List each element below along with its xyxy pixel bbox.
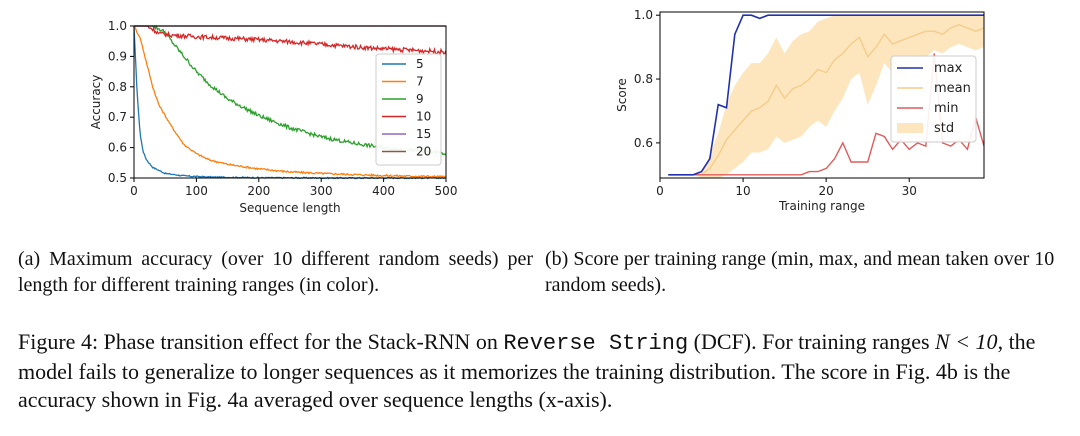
- y-tick-label-0.7: 0.7: [108, 110, 127, 124]
- figure-caption: Figure 4: Phase transition effect for th…: [18, 328, 1068, 414]
- x-tick-label-300: 300: [310, 184, 333, 198]
- x-tick-label-100: 100: [185, 184, 208, 198]
- a-plot-frame: [133, 25, 447, 179]
- x-axis-label: Sequence length: [239, 201, 340, 215]
- legend-label-max: max: [934, 61, 963, 76]
- b-plot-frame: [659, 11, 985, 179]
- legend-box: [890, 55, 977, 143]
- x-axis-label: Training range: [778, 199, 865, 213]
- accuracy-chart: 0 100 200 300 400 500 0.5 0.6 0.7 0.8 0.9 1.0 Sequen…: [89, 19, 458, 215]
- y-axis-label: Score: [615, 78, 629, 112]
- y-tick-label-0.6: 0.6: [634, 136, 653, 150]
- legend-label-20: 20: [416, 145, 431, 159]
- legend-label-15: 15: [416, 127, 431, 141]
- legend-label-7: 7: [416, 75, 424, 89]
- y-tick-label-0.8: 0.8: [634, 72, 653, 86]
- x-tick-label-0: 0: [656, 184, 664, 198]
- y-tick-label-1.0: 1.0: [634, 8, 653, 22]
- x-tick-label-30: 30: [902, 184, 917, 198]
- series-line-10: [134, 25, 447, 55]
- figure-caption-prefix: Figure 4: Phase transition effect for th…: [18, 329, 504, 354]
- figure-caption-mid: (DCF). For training ranges: [688, 329, 936, 354]
- legend-label-5: 5: [416, 57, 424, 71]
- x-tick-label-500: 500: [435, 184, 458, 198]
- y-tick-label-0.5: 0.5: [108, 171, 127, 185]
- y-tick-label-0.6: 0.6: [108, 141, 127, 155]
- y-tick-label-0.9: 0.9: [108, 49, 127, 63]
- legend-label-min: min: [934, 101, 959, 116]
- series-line-mean: [668, 24, 985, 176]
- series-line-max: [668, 14, 984, 176]
- figure-caption-math: N < 10: [935, 329, 998, 354]
- figure-caption-suffix: , the model fails to generalize to longe…: [18, 329, 1036, 412]
- y-axis-label: Accuracy: [89, 75, 103, 130]
- figure-caption-code: Reverse String: [503, 331, 689, 356]
- y-tick-label-1.0: 1.0: [108, 19, 127, 33]
- x-tick-label-0: 0: [130, 184, 138, 198]
- caption-a: (a) Maximum accuracy (over 10 different …: [18, 248, 533, 296]
- legend-label-9: 9: [416, 92, 424, 106]
- caption-b: (b) Score per training range (min, max, …: [545, 248, 1055, 296]
- x-tick-label-200: 200: [247, 184, 270, 198]
- legend-label-10: 10: [416, 110, 431, 124]
- x-tick-label-10: 10: [735, 184, 750, 198]
- legend-swatch-std: [897, 123, 923, 133]
- y-tick-label-0.8: 0.8: [108, 80, 127, 94]
- x-tick-label-20: 20: [819, 184, 834, 198]
- x-tick-label-400: 400: [372, 184, 395, 198]
- legend-label-mean: mean: [934, 81, 971, 96]
- score-chart: 0 10 20 30 0.6 0.8 1.0 Training range Score max me…: [615, 8, 985, 213]
- legend-label-std: std: [934, 121, 954, 136]
- series-line-7: [133, 25, 447, 179]
